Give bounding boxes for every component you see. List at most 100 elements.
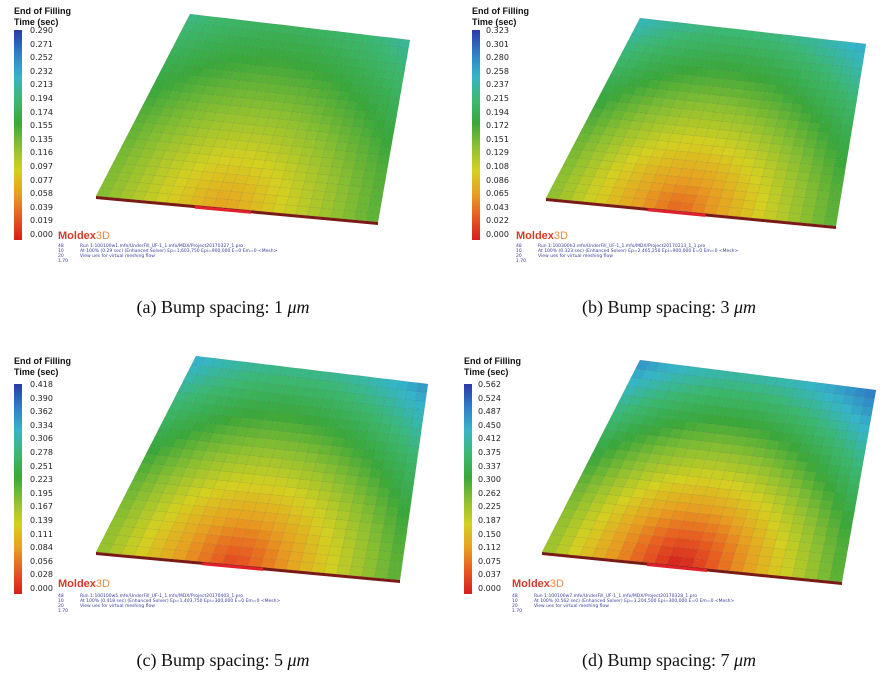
mesh-cell xyxy=(804,515,819,527)
mesh-cell xyxy=(353,160,367,171)
legend-value: 0.084 xyxy=(30,543,53,553)
legend-value: 0.139 xyxy=(30,516,53,525)
legend-color-bar xyxy=(472,30,480,240)
mesh-cell xyxy=(729,561,745,573)
mesh-cell xyxy=(854,440,867,452)
legend-value: 0.252 xyxy=(30,53,53,63)
mesh-cell xyxy=(405,390,418,401)
mesh-cell xyxy=(376,559,391,571)
mesh-cell xyxy=(825,90,838,100)
panel-a: End of Filling Time (sec) 0.290 0.271 0.25… xyxy=(0,0,446,340)
mesh-cell xyxy=(290,542,306,553)
mesh-cell xyxy=(818,182,832,192)
mesh-cell xyxy=(827,132,841,143)
mesh-cell xyxy=(366,212,380,223)
mesh-cell xyxy=(315,173,330,184)
mesh-cell xyxy=(806,181,821,191)
mesh-cell xyxy=(805,45,818,56)
mesh-cell xyxy=(834,545,849,556)
mesh-cell xyxy=(357,194,372,205)
mesh-cell xyxy=(373,171,387,181)
mesh-cell xyxy=(348,134,361,145)
legend-value: 0.172 xyxy=(486,121,509,131)
mesh-cell xyxy=(337,133,351,144)
mesh-cell xyxy=(342,159,356,170)
legend-value: 0.301 xyxy=(486,39,509,49)
mesh-cell xyxy=(828,191,842,202)
caption-c: (c) Bump spacing: 5 μm xyxy=(136,650,310,670)
mesh-cell xyxy=(797,120,810,131)
mesh-cell xyxy=(404,462,417,474)
mesh-cell xyxy=(799,214,814,224)
info-number: 10 xyxy=(58,599,64,604)
legend-value: 0.056 xyxy=(30,556,53,566)
legend-value: 0.280 xyxy=(486,53,509,63)
mesh-cell xyxy=(732,190,747,201)
mesh-cell xyxy=(819,173,833,184)
mesh-cell xyxy=(378,146,392,156)
info-number: 20 xyxy=(58,254,64,259)
mesh-cell xyxy=(836,421,850,432)
mesh-cell xyxy=(382,460,395,471)
mesh-cell xyxy=(729,198,745,209)
mesh-cell xyxy=(783,459,797,470)
mesh-cell xyxy=(835,91,848,101)
mesh-cell xyxy=(333,107,346,118)
legend-value: 0.043 xyxy=(486,202,509,212)
mesh-cell xyxy=(306,164,321,175)
mesh-cell xyxy=(754,564,770,575)
mesh-cell xyxy=(835,150,849,160)
mesh-cell xyxy=(815,89,828,99)
mesh-cell xyxy=(365,60,378,70)
mesh-cell xyxy=(826,39,838,50)
mesh-cell xyxy=(391,470,405,481)
mesh-cell xyxy=(392,534,407,545)
mesh-cell xyxy=(844,493,858,504)
mesh-cell xyxy=(359,85,372,95)
mesh-cell xyxy=(361,449,375,460)
legend-value: 0.412 xyxy=(478,434,501,444)
mesh-cell xyxy=(837,528,852,539)
mesh-cell xyxy=(395,55,408,65)
mesh-cell xyxy=(771,503,786,514)
mesh-cell xyxy=(382,524,396,535)
mesh-cell xyxy=(843,439,857,450)
mesh-cell xyxy=(320,157,334,168)
mesh-cell xyxy=(380,414,393,426)
mesh-cell xyxy=(351,168,365,179)
mesh-cell xyxy=(779,566,795,578)
mesh-cell xyxy=(352,118,365,128)
legend-labels: 0.562 0.524 0.487 0.450 0.412 0.375 0.337 0.300… xyxy=(478,380,518,594)
mesh-cell xyxy=(369,195,383,206)
legend-value: 0.300 xyxy=(478,475,501,485)
mesh-cell xyxy=(810,489,824,500)
mesh-cell xyxy=(771,177,786,188)
moldex3d-logo: Moldex3D xyxy=(58,230,110,242)
mesh-cell xyxy=(749,536,765,548)
mesh-cell xyxy=(809,444,823,455)
mesh-cell xyxy=(825,208,839,218)
mesh-cell xyxy=(367,204,382,214)
mesh-cell xyxy=(357,421,371,432)
mesh-cell xyxy=(402,471,416,483)
mesh-cell xyxy=(362,119,375,129)
mesh-cell xyxy=(297,197,312,208)
mesh-cell xyxy=(372,179,386,190)
mesh-cell xyxy=(342,538,357,549)
underfill-mesh-plot xyxy=(541,359,877,585)
mesh-cell xyxy=(760,176,775,187)
mesh-cell xyxy=(310,517,325,528)
mesh-cell xyxy=(375,162,389,173)
mesh-cell xyxy=(846,484,860,495)
info-number: 48 xyxy=(58,594,64,599)
mesh-cell xyxy=(367,422,381,433)
mesh-cell xyxy=(361,76,374,87)
mesh-cell xyxy=(372,450,386,461)
mesh-cell xyxy=(794,460,808,472)
mesh-cell xyxy=(356,530,371,542)
legend-value: 0.097 xyxy=(30,162,53,171)
mesh-cell xyxy=(813,147,827,158)
mesh-cell xyxy=(794,505,809,517)
mesh-cell xyxy=(311,562,327,574)
mesh-cell xyxy=(781,558,797,569)
